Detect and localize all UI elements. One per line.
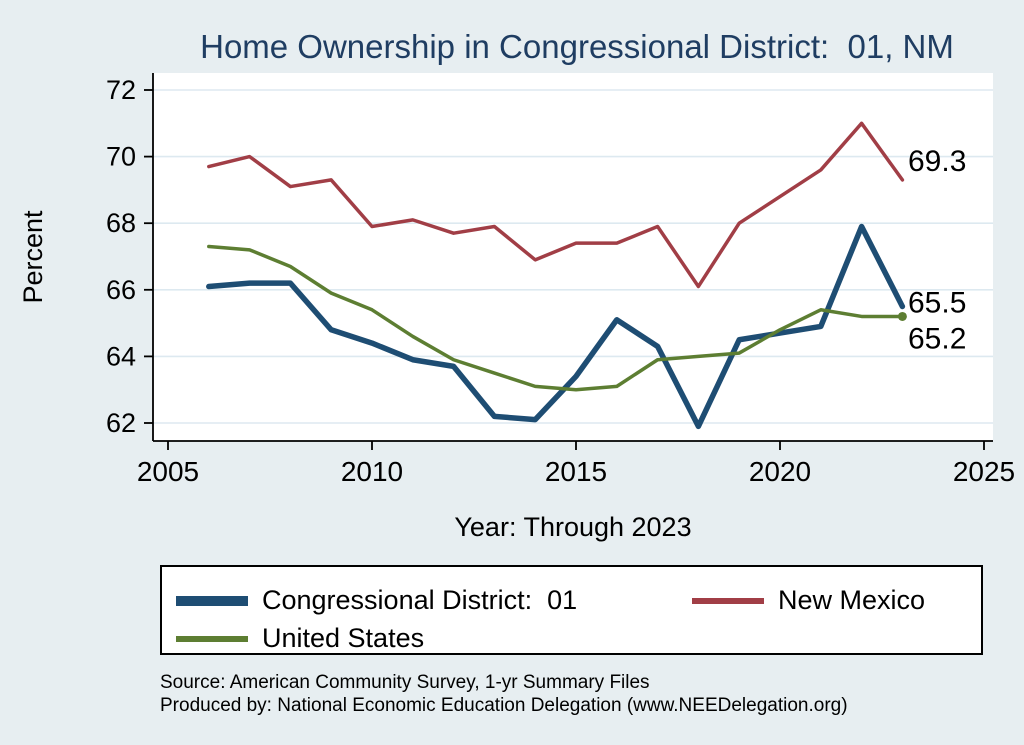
y-tick-label-62: 62: [106, 408, 136, 438]
chart-title: Home Ownership in Congressional District…: [200, 28, 954, 65]
series-line-united-states: [207, 244, 905, 392]
footer-source-line: Source: American Community Survey, 1-yr …: [160, 672, 650, 693]
legend-label-new-mexico: New Mexico: [778, 585, 926, 615]
footer: Source: American Community Survey, 1-yr …: [160, 671, 848, 717]
y-tick-label-70: 70: [106, 142, 136, 172]
series-line-congressional-district-01: [206, 223, 906, 430]
y-tick-label-68: 68: [106, 208, 136, 238]
x-tick-label-2015: 2015: [545, 456, 607, 487]
end-label-69.3: 69.3: [908, 145, 966, 178]
end-marker-united-states: [897, 311, 907, 321]
legend-box: Congressional District: 01 New Mexico Un…: [160, 565, 983, 655]
series-line-new-mexico: [207, 121, 905, 289]
y-tick-label-66: 66: [106, 275, 136, 305]
x-tick-label-2010: 2010: [341, 456, 403, 487]
x-tick-label-2025: 2025: [953, 456, 1015, 487]
y-tick-label-72: 72: [106, 75, 136, 105]
legend-swatch-united-states: [176, 635, 248, 642]
legend-swatch-new-mexico: [692, 597, 764, 604]
legend-item-new-mexico: New Mexico: [692, 585, 925, 616]
legend-item-congressional-district-01: Congressional District: 01: [176, 585, 577, 616]
legend-item-united-states: United States: [176, 623, 424, 654]
legend-label-united-states: United States: [262, 623, 425, 653]
end-label-65.2: 65.2: [908, 322, 966, 355]
legend-swatch-congressional-district-01: [176, 595, 248, 606]
legend-label-congressional-district-01: Congressional District: 01: [262, 585, 578, 615]
y-tick-label-64: 64: [106, 341, 136, 371]
x-tick-label-2005: 2005: [137, 456, 199, 487]
x-axis-title: Year: Through 2023: [454, 512, 691, 542]
x-tick-label-2020: 2020: [749, 456, 811, 487]
end-label-65.5: 65.5: [908, 286, 966, 319]
footer-produced-by-line: Produced by: National Economic Education…: [160, 695, 848, 716]
y-axis-title: Percent: [18, 210, 48, 304]
